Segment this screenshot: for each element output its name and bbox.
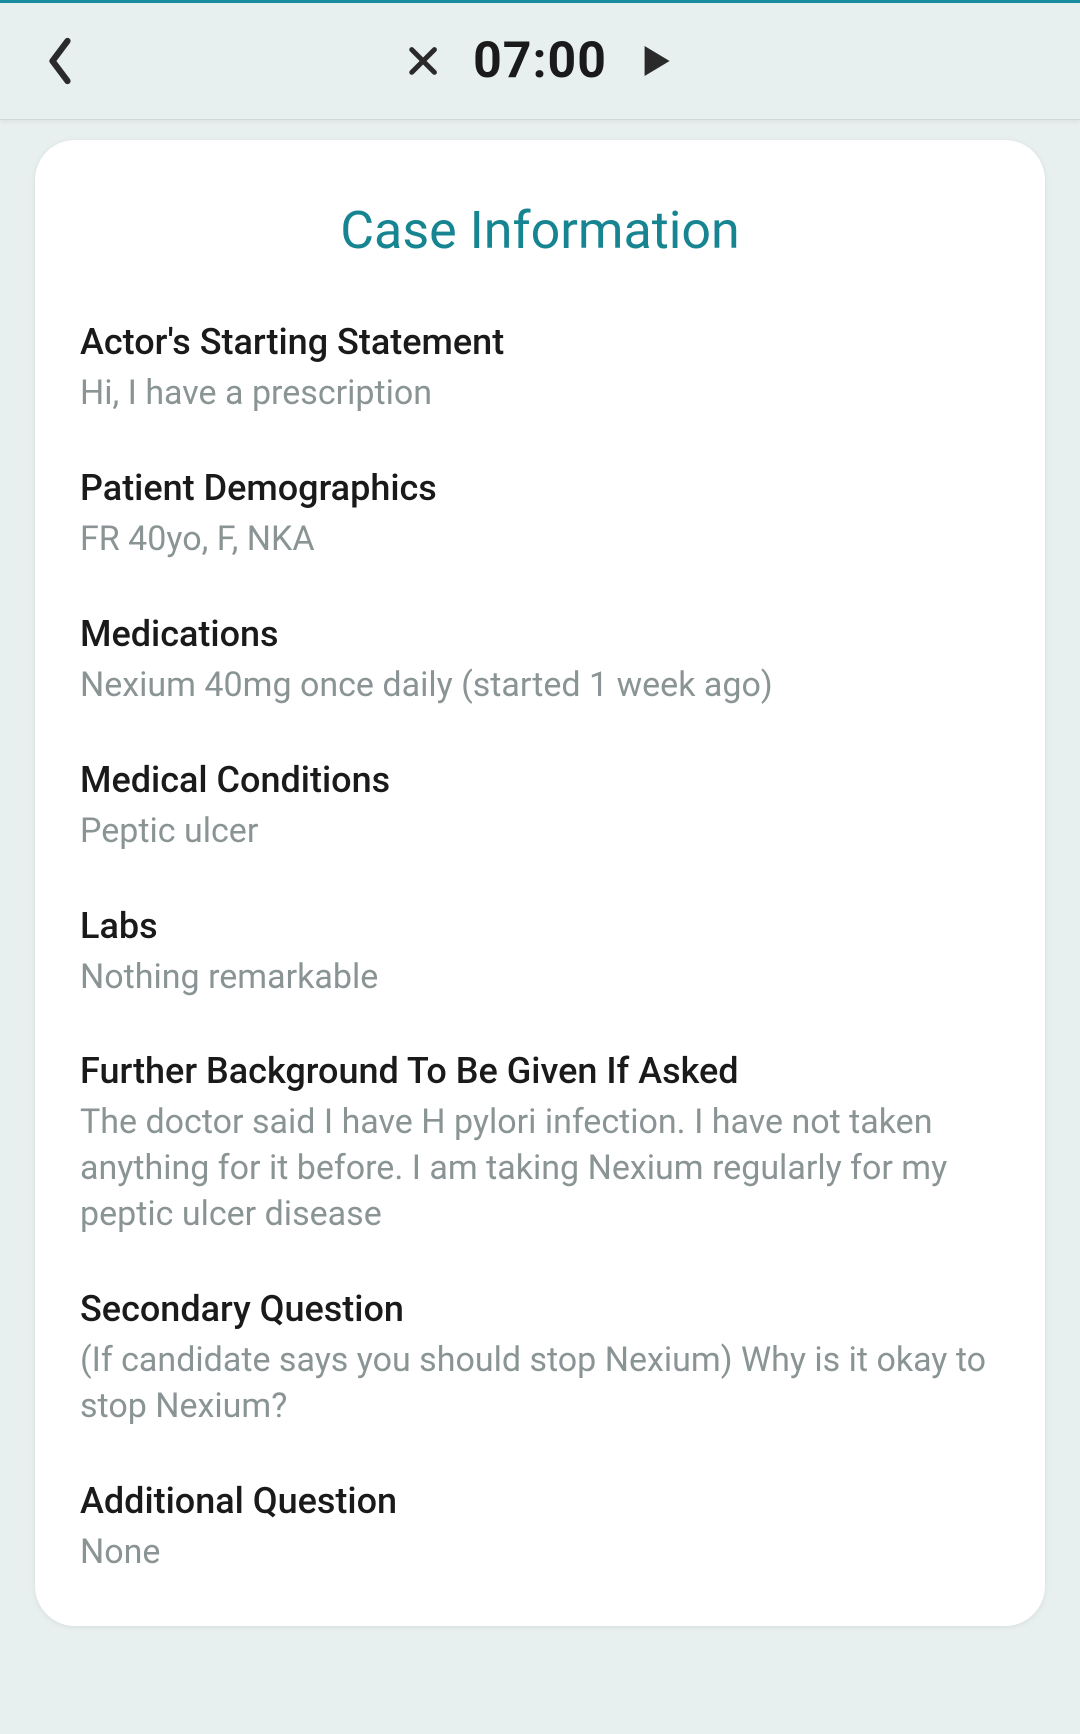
section-label: Further Background To Be Given If Asked [80, 1050, 1000, 1092]
section-label: Medications [80, 613, 1000, 655]
section-label: Secondary Question [80, 1288, 1000, 1330]
section-additional-question: Additional Question None [80, 1480, 1000, 1576]
section-value: Nothing remarkable [80, 955, 1000, 1001]
section-actors-statement: Actor's Starting Statement Hi, I have a … [80, 321, 1000, 417]
section-value: The doctor said I have H pylori infectio… [80, 1100, 1000, 1238]
back-button[interactable] [40, 31, 80, 91]
close-icon [406, 44, 440, 78]
section-label: Medical Conditions [80, 759, 1000, 801]
section-background: Further Background To Be Given If Asked … [80, 1050, 1000, 1238]
section-label: Actor's Starting Statement [80, 321, 1000, 363]
card-title: Case Information [80, 200, 1000, 261]
section-value: Hi, I have a prescription [80, 371, 1000, 417]
section-demographics: Patient Demographics FR 40yo, F, NKA [80, 467, 1000, 563]
timer-group: 07:00 [403, 32, 677, 90]
section-label: Labs [80, 905, 1000, 947]
case-info-card: Case Information Actor's Starting Statem… [35, 140, 1045, 1626]
section-medications: Medications Nexium 40mg once daily (star… [80, 613, 1000, 709]
timer-display: 07:00 [473, 32, 607, 90]
section-value: None [80, 1530, 1000, 1576]
section-value: Nexium 40mg once daily (started 1 week a… [80, 663, 1000, 709]
section-value: FR 40yo, F, NKA [80, 517, 1000, 563]
section-label: Patient Demographics [80, 467, 1000, 509]
section-value: (If candidate says you should stop Nexiu… [80, 1338, 1000, 1430]
section-conditions: Medical Conditions Peptic ulcer [80, 759, 1000, 855]
section-labs: Labs Nothing remarkable [80, 905, 1000, 1001]
close-button[interactable] [403, 41, 443, 81]
chevron-left-icon [45, 36, 75, 86]
section-value: Peptic ulcer [80, 809, 1000, 855]
top-bar: 07:00 [0, 0, 1080, 120]
play-icon [642, 43, 672, 79]
section-label: Additional Question [80, 1480, 1000, 1522]
section-secondary-question: Secondary Question (If candidate says yo… [80, 1288, 1000, 1430]
play-button[interactable] [637, 41, 677, 81]
